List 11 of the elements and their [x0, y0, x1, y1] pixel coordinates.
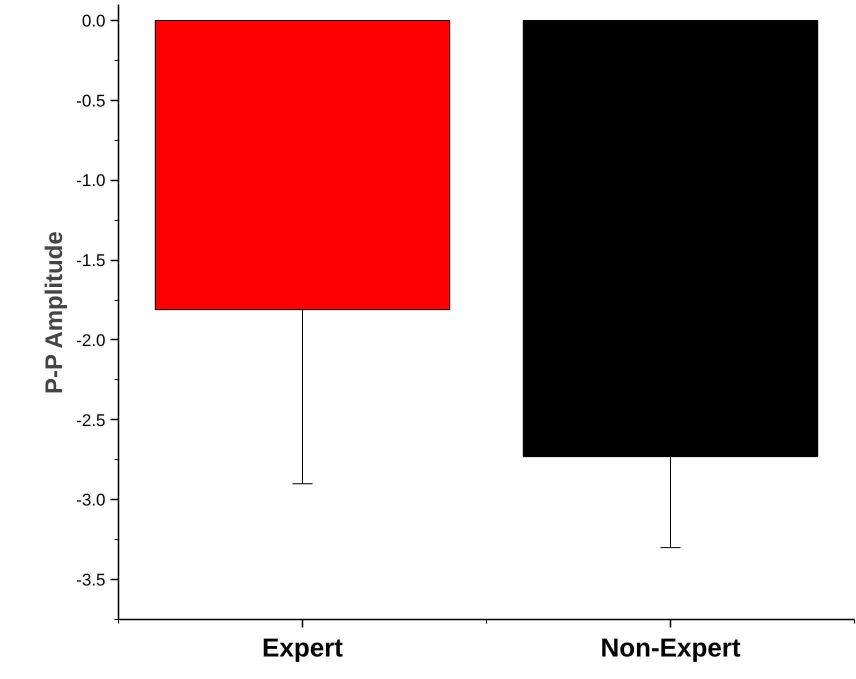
y-tick-label: -3.0 — [76, 490, 106, 510]
y-tick-label: -1.5 — [76, 251, 106, 270]
y-tick-label: -1.0 — [76, 171, 106, 190]
y-tick-label: 0.0 — [82, 11, 106, 30]
x-tick-label: Expert — [262, 632, 344, 662]
y-tick-label: -0.5 — [76, 91, 106, 110]
y-tick-label: -3.5 — [76, 570, 106, 590]
y-tick-label: -2.0 — [76, 330, 106, 350]
y-axis-title: P-P Amplitude — [41, 231, 68, 394]
x-tick-label: Non-Expert — [600, 632, 741, 662]
y-tick-label: -2.5 — [76, 410, 106, 430]
